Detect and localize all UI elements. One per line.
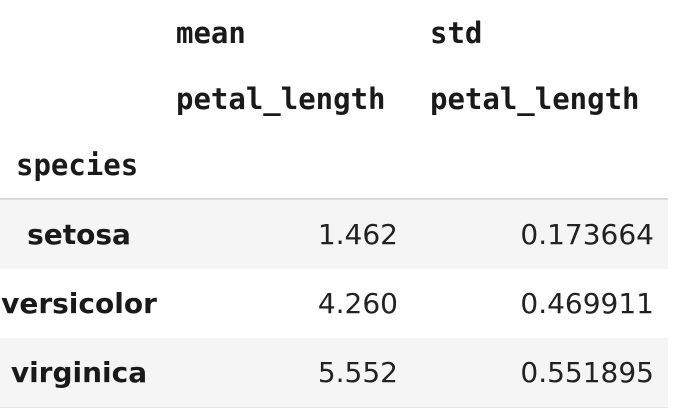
header-corner-blank	[0, 66, 158, 132]
header-row-index: species	[0, 132, 668, 199]
header-corner-blank	[0, 0, 158, 66]
row-label-setosa: setosa	[27, 218, 131, 251]
table-row: versicolor 4.260 0.469911	[0, 269, 668, 338]
table-row: setosa 1.462 0.173664	[0, 199, 668, 269]
header-std: std	[430, 16, 483, 50]
header-std-petal-length: petal_length	[430, 82, 640, 116]
cell-mean-setosa: 1.462	[317, 218, 398, 251]
cell-std-setosa: 0.173664	[520, 218, 654, 251]
cell-std-virginica: 0.551895	[520, 356, 654, 389]
row-label-virginica: virginica	[10, 356, 148, 389]
table-body: setosa 1.462 0.173664 versicolor 4.260 0…	[0, 199, 668, 408]
cell-mean-virginica: 5.552	[317, 356, 398, 389]
index-row-blank	[412, 132, 668, 199]
header-mean: mean	[176, 16, 246, 50]
cell-mean-versicolor: 4.260	[317, 287, 398, 320]
table-header: mean std petal_length petal_length speci…	[0, 0, 668, 199]
index-name-species: species	[16, 148, 139, 182]
cell-std-versicolor: 0.469911	[520, 287, 654, 320]
header-row-aggregation: mean std	[0, 0, 668, 66]
header-row-column: petal_length petal_length	[0, 66, 668, 132]
index-row-blank	[158, 132, 412, 199]
table-row: virginica 5.552 0.551895	[0, 338, 668, 408]
header-mean-petal-length: petal_length	[176, 82, 386, 116]
row-label-versicolor: versicolor	[1, 287, 157, 320]
